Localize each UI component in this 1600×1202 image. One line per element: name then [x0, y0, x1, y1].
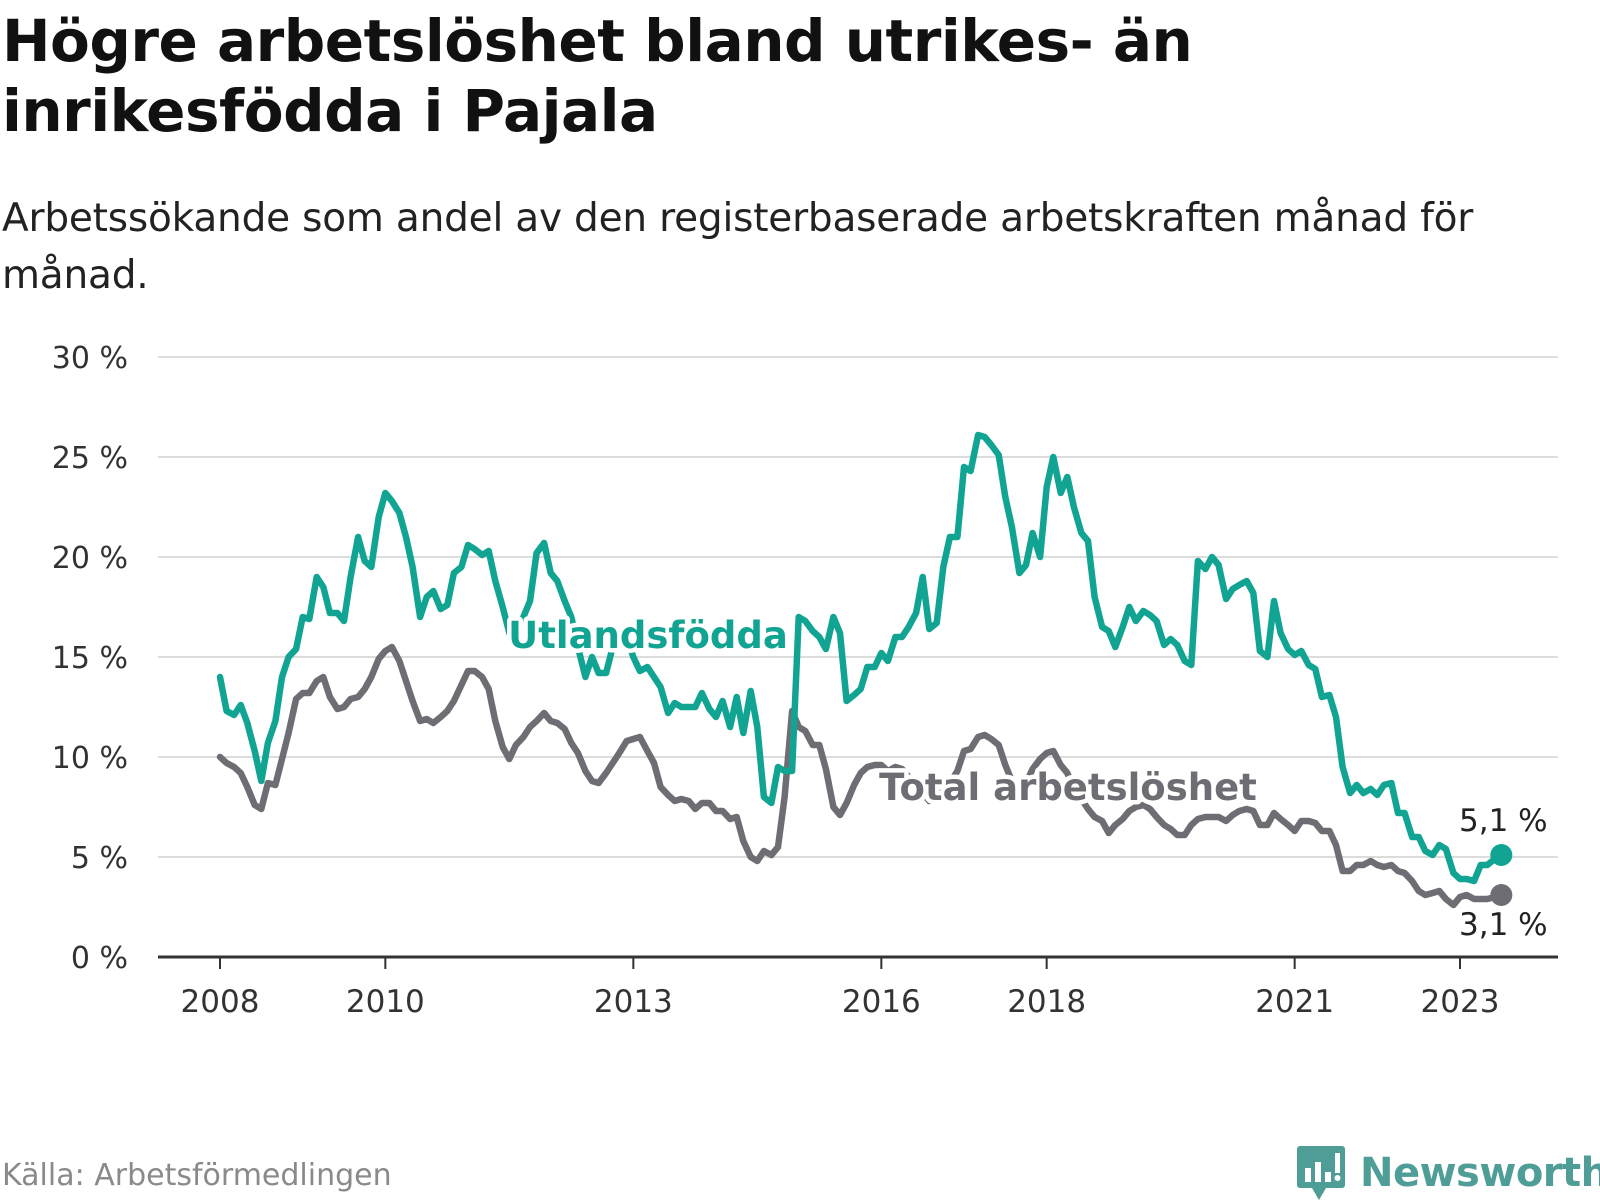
- gridlines: [158, 356, 1558, 858]
- x-tick-label: 2013: [594, 984, 673, 1020]
- x-tick-label: 2016: [842, 984, 921, 1020]
- x-tick-label: 2023: [1421, 984, 1500, 1020]
- y-tick-label: 5 %: [71, 841, 128, 876]
- source-note: Källa: Arbetsförmedlingen: [2, 1158, 392, 1193]
- y-axis-ticks: 0 % 5 % 10 % 15 % 20 % 25 % 30 %: [52, 341, 128, 976]
- x-tick-label: 2021: [1255, 984, 1334, 1020]
- x-tick-label: 2018: [1007, 984, 1086, 1020]
- y-tick-label: 10 %: [52, 741, 128, 776]
- x-tick-label: 2008: [181, 984, 260, 1020]
- series-label-utlandsfodda: Utlandsfödda: [508, 614, 788, 657]
- series-end-marker-total: [1490, 884, 1513, 906]
- x-tick-label: 2010: [346, 984, 425, 1020]
- y-tick-label: 25 %: [52, 441, 128, 476]
- brand-name: Newsworthy: [1360, 1150, 1600, 1196]
- chart-title: Högre arbetslöshet bland utrikes- än inr…: [2, 7, 1193, 145]
- x-axis-ticks: 2008 2010 2013 2016 2018 2021 2023: [158, 955, 1558, 1020]
- series-end-marker-utlandsfodda: [1490, 844, 1513, 866]
- y-tick-label: 20 %: [52, 541, 128, 576]
- y-tick-label: 15 %: [52, 641, 128, 676]
- series-labels: Utlandsfödda Total arbetslöshet 5,1 % 3,1 %: [504, 610, 1552, 948]
- brand-logo[interactable]: Newsworthy: [1296, 1144, 1600, 1202]
- series-lines: [216, 431, 1513, 909]
- y-tick-label: 0 %: [71, 941, 128, 976]
- newsworthy-logo-icon: [1297, 1146, 1345, 1200]
- series-label-total: Total arbetslöshet: [879, 766, 1257, 809]
- y-tick-label: 30 %: [52, 341, 128, 376]
- series-line-total: [216, 643, 1505, 909]
- chart-subtitle: Arbetssökande som andel av den registerb…: [2, 196, 1474, 298]
- end-value-label-total: 3,1 %: [1459, 907, 1548, 943]
- end-value-label-utlandsfodda: 5,1 %: [1459, 803, 1548, 839]
- series-line-utlandsfodda: [216, 431, 1505, 885]
